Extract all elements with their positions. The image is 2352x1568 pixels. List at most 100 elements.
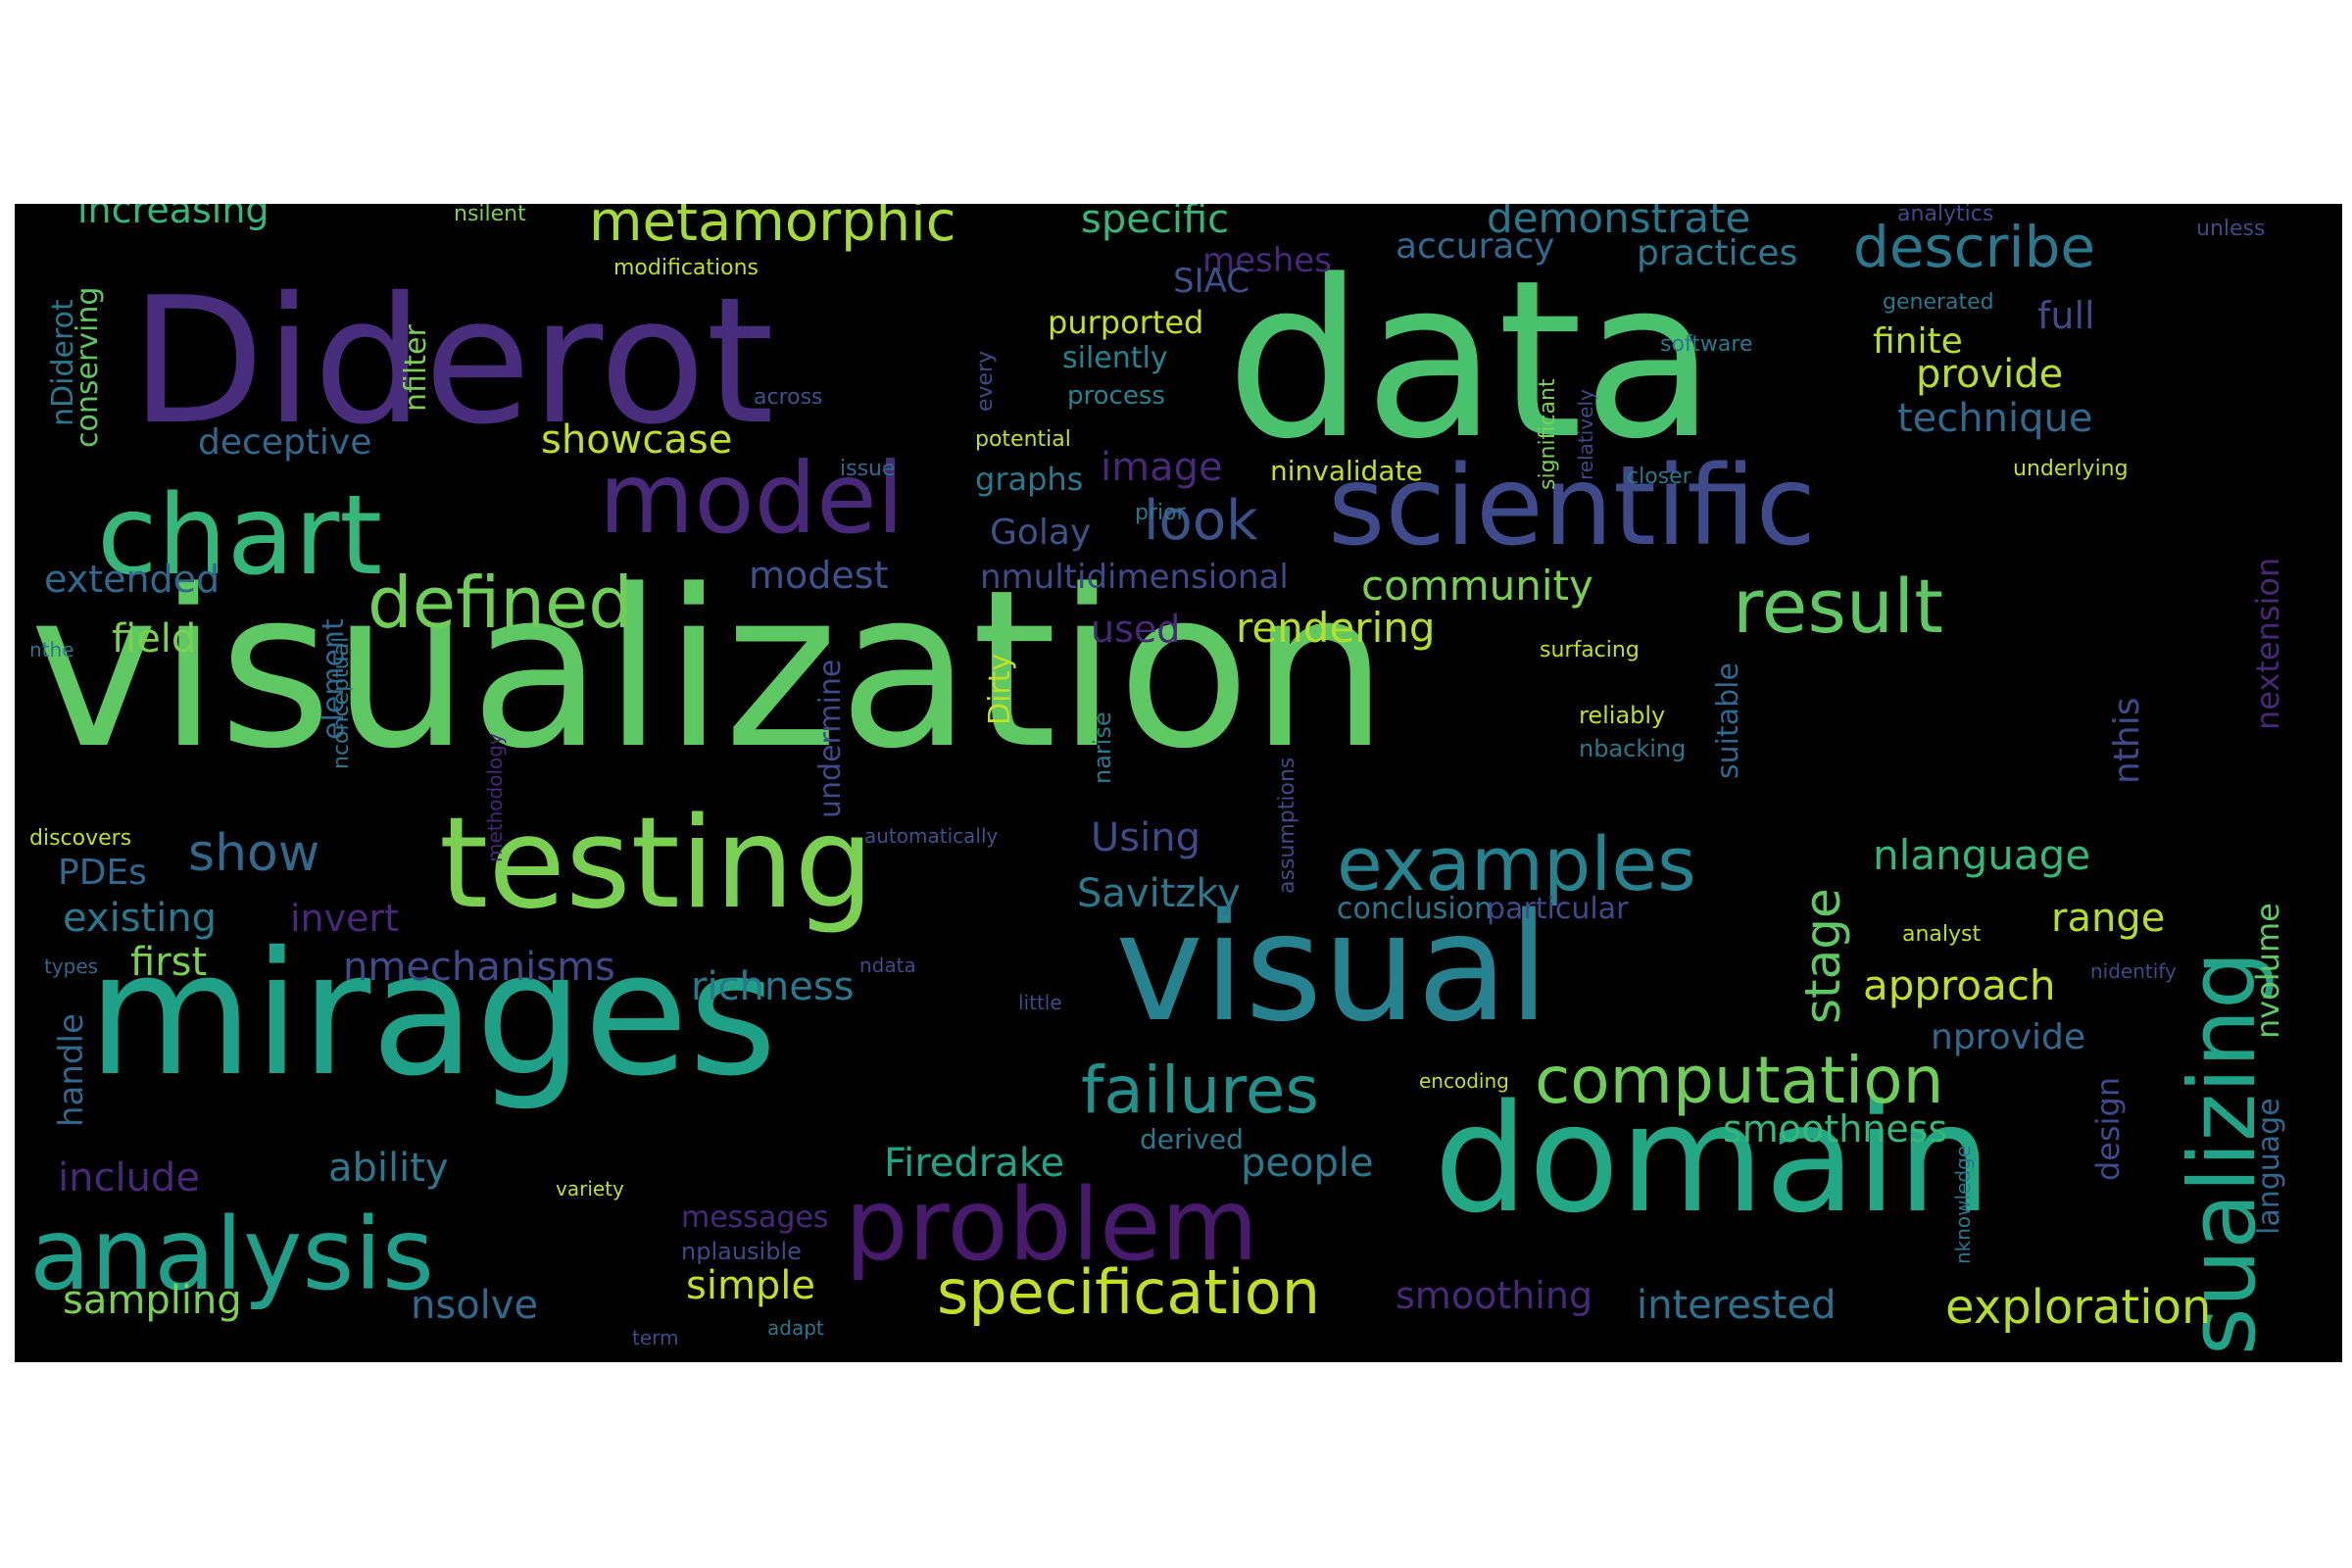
word-diderot: Diderot bbox=[130, 260, 774, 463]
word-visual: visual bbox=[1115, 881, 1549, 1054]
word-stage: stage bbox=[1794, 888, 1851, 1024]
word-nthe: nthe bbox=[29, 638, 74, 662]
word-mirages: mirages bbox=[87, 915, 777, 1114]
word-language: language bbox=[2252, 1098, 2286, 1235]
word-nthis: nthis bbox=[2107, 697, 2147, 784]
word-full: full bbox=[2037, 294, 2095, 337]
word-closer: closer bbox=[1627, 465, 1692, 489]
word-problem: problem bbox=[845, 1167, 1258, 1284]
word-community: community bbox=[1361, 562, 1593, 610]
word-nvolume: nvolume bbox=[2249, 903, 2286, 1039]
word-dirty: Dirty bbox=[983, 654, 1017, 725]
word-modifications: modifications bbox=[613, 256, 759, 280]
word-variety: variety bbox=[556, 1177, 624, 1200]
word-used: used bbox=[1091, 608, 1180, 651]
word-across: across bbox=[754, 385, 823, 410]
word-include: include bbox=[58, 1155, 200, 1200]
word-describe: describe bbox=[1853, 214, 2095, 280]
word-undermine: undermine bbox=[813, 660, 848, 818]
word-nidentify: nidentify bbox=[2090, 959, 2177, 983]
word-particular: particular bbox=[1487, 892, 1629, 926]
word-reliably: reliably bbox=[1579, 702, 1665, 729]
word-finite: finite bbox=[1873, 321, 1963, 362]
word-domain: domain bbox=[1434, 1072, 1991, 1246]
word-little: little bbox=[1018, 991, 1062, 1014]
word-design: design bbox=[2089, 1077, 2127, 1181]
word-nmultidimensional: nmultidimensional bbox=[980, 558, 1289, 597]
word-adapt: adapt bbox=[767, 1316, 824, 1340]
word-field: field bbox=[112, 616, 196, 662]
word-increasing: increasing bbox=[77, 204, 270, 231]
word-silently: silently bbox=[1062, 341, 1168, 375]
word-nbacking: nbacking bbox=[1579, 735, 1686, 762]
word-meshes: meshes bbox=[1202, 241, 1332, 280]
word-ninvalidate: ninvalidate bbox=[1270, 455, 1423, 487]
word-accuracy: accuracy bbox=[1396, 226, 1554, 267]
word-pdes: PDEs bbox=[58, 853, 147, 893]
word-exploration: exploration bbox=[1945, 1280, 2211, 1335]
word-significant: significant bbox=[1536, 378, 1560, 490]
word-conclusion: conclusion bbox=[1337, 892, 1493, 926]
word-ability: ability bbox=[328, 1146, 449, 1191]
word-invert: invert bbox=[290, 897, 399, 940]
word-first: first bbox=[130, 940, 207, 985]
word-computation: computation bbox=[1535, 1043, 1943, 1118]
word-nfilter: nfilter bbox=[399, 324, 433, 412]
word-practices: practices bbox=[1637, 233, 1797, 273]
word-examples: examples bbox=[1337, 820, 1696, 907]
word-messages: messages bbox=[681, 1200, 828, 1235]
word-generated: generated bbox=[1883, 290, 1994, 315]
word-scientific: scientific bbox=[1328, 443, 1816, 570]
word-deceptive: deceptive bbox=[198, 422, 371, 463]
word-using: Using bbox=[1091, 815, 1200, 860]
word-ndata: ndata bbox=[859, 954, 916, 977]
word-surfacing: surfacing bbox=[1540, 638, 1640, 662]
word-derived: derived bbox=[1140, 1123, 1244, 1155]
word-specific: specific bbox=[1081, 204, 1229, 242]
word-nextension: nextension bbox=[2249, 558, 2286, 730]
word-demonstrate: demonstrate bbox=[1487, 204, 1750, 242]
word-nconceptual: nconceptual bbox=[329, 637, 354, 769]
word-process: process bbox=[1067, 381, 1165, 411]
word-element: element bbox=[317, 618, 351, 740]
word-interested: interested bbox=[1637, 1283, 1836, 1328]
word-metamorphic: metamorphic bbox=[589, 204, 956, 254]
word-chart: chart bbox=[97, 472, 382, 600]
word-rendering: rendering bbox=[1236, 604, 1436, 652]
word-image: image bbox=[1101, 445, 1223, 490]
word-range: range bbox=[2051, 896, 2165, 941]
word-showcase: showcase bbox=[541, 417, 732, 463]
word-people: people bbox=[1241, 1141, 1374, 1186]
word-savitzky: Savitzky bbox=[1077, 871, 1241, 916]
word-data: data bbox=[1226, 234, 1716, 487]
word-suitable: suitable bbox=[1711, 662, 1745, 779]
word-golay: Golay bbox=[990, 513, 1091, 553]
word-unless: unless bbox=[2196, 217, 2265, 241]
word-cloud-canvas: visualization data Diderot mirages domain vis… bbox=[29, 204, 2286, 1362]
word-specification: specification bbox=[937, 1256, 1320, 1328]
word-term: term bbox=[632, 1326, 679, 1349]
word-look: look bbox=[1144, 489, 1258, 553]
word-potential: potential bbox=[975, 427, 1071, 452]
word-existing: existing bbox=[63, 896, 217, 941]
word-visualizing: visualizing bbox=[2170, 951, 2277, 1362]
word-defined: defined bbox=[368, 562, 633, 644]
word-methodology: methodology bbox=[483, 733, 507, 862]
word-types: types bbox=[44, 955, 98, 978]
word-software: software bbox=[1660, 332, 1752, 357]
word-nmechanisms: nmechanisms bbox=[343, 945, 615, 990]
word-extended: extended bbox=[44, 558, 220, 601]
word-nsilent: nsilent bbox=[454, 204, 526, 226]
word-nprovide: nprovide bbox=[1931, 1017, 2085, 1057]
word-nplausible: nplausible bbox=[681, 1238, 802, 1265]
word-nlanguage: nlanguage bbox=[1873, 831, 2090, 879]
word-ndiderot: nDiderot bbox=[46, 299, 80, 426]
word-cloud: visualization data Diderot mirages domain vis… bbox=[15, 204, 2342, 1362]
word-technique: technique bbox=[1897, 396, 2092, 441]
word-issue: issue bbox=[840, 457, 896, 481]
word-testing: testing bbox=[439, 791, 874, 937]
word-show: show bbox=[188, 824, 319, 883]
word-richness: richness bbox=[691, 964, 855, 1009]
word-result: result bbox=[1733, 563, 1943, 650]
word-smoothing: smoothing bbox=[1396, 1274, 1592, 1317]
